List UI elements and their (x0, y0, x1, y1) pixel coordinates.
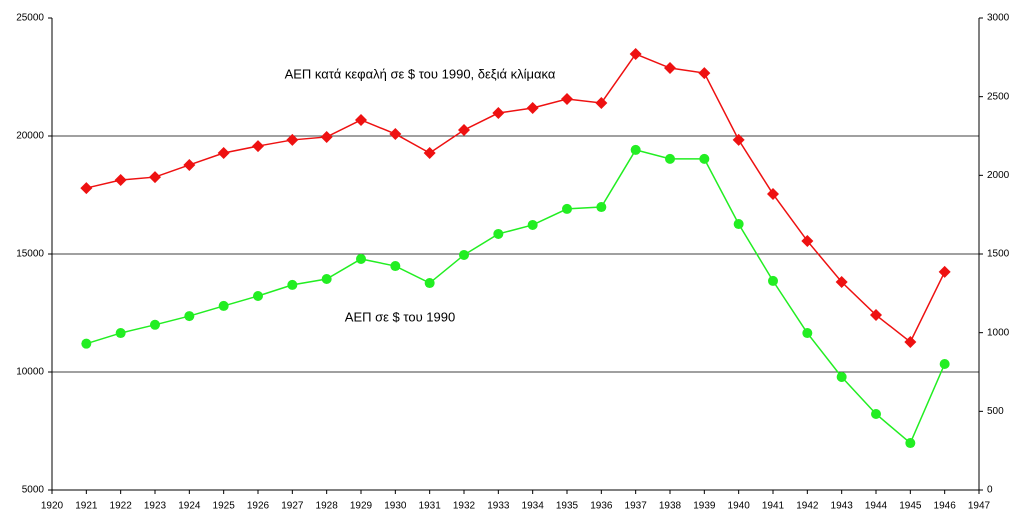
marker (939, 358, 950, 369)
marker (835, 276, 848, 289)
marker (458, 124, 470, 137)
x-tick-label: 1942 (796, 501, 819, 512)
marker (253, 291, 263, 302)
series-line (86, 149, 946, 445)
y2-tick-label: 1500 (987, 249, 1010, 260)
marker (938, 265, 951, 278)
x-tick-label: 1944 (865, 501, 888, 512)
x-tick-label: 1935 (556, 501, 579, 512)
marker (562, 203, 572, 214)
x-tick-label: 1921 (75, 501, 98, 512)
y2-tick-label: 3000 (987, 13, 1010, 24)
x-tick-label: 1932 (453, 501, 476, 512)
marker (493, 228, 504, 239)
x-tick-label: 1931 (419, 501, 442, 512)
y-tick-label: 15000 (16, 249, 44, 260)
x-tick-label: 1930 (384, 501, 407, 512)
marker (665, 153, 675, 164)
y2-tick-label: 1000 (987, 327, 1010, 338)
x-tick-label: 1936 (590, 501, 613, 512)
marker (836, 371, 847, 382)
x-tick-label: 1943 (831, 501, 854, 512)
marker (321, 274, 332, 285)
marker (80, 182, 93, 195)
marker (390, 261, 401, 272)
marker (149, 171, 161, 184)
series-label: ΑΕΠ κατά κεφαλή σε $ του 1990, δεξιά κλί… (285, 66, 556, 81)
x-tick-label: 1920 (41, 501, 64, 512)
x-tick-label: 1929 (350, 501, 373, 512)
y-tick-label: 10000 (16, 367, 44, 378)
marker (355, 113, 367, 126)
marker (630, 144, 641, 155)
x-tick-label: 1946 (934, 501, 957, 512)
marker (698, 67, 711, 80)
x-tick-label: 1937 (625, 501, 648, 512)
marker (732, 133, 745, 146)
x-tick-label: 1939 (693, 501, 716, 512)
y-tick-label: 5000 (22, 485, 45, 496)
marker (733, 219, 744, 230)
marker (218, 300, 229, 311)
x-tick-label: 1927 (281, 501, 304, 512)
marker (664, 62, 676, 75)
y-tick-label: 20000 (16, 131, 44, 142)
marker (356, 253, 366, 264)
marker (115, 328, 126, 339)
x-tick-label: 1938 (659, 501, 682, 512)
y2-tick-label: 2500 (987, 91, 1010, 102)
x-tick-label: 1922 (110, 501, 133, 512)
marker (905, 438, 916, 449)
marker (871, 409, 881, 420)
series-label: ΑΕΠ σε $ του 1990 (345, 309, 455, 324)
series-line (86, 53, 946, 344)
marker (150, 319, 160, 330)
marker (801, 234, 814, 247)
x-tick-label: 1940 (728, 501, 751, 512)
y-tick-label: 25000 (16, 13, 44, 24)
marker (114, 174, 127, 187)
marker (424, 278, 435, 289)
marker (183, 158, 196, 171)
marker (904, 335, 917, 348)
y2-tick-label: 0 (987, 485, 993, 496)
marker (81, 338, 92, 349)
marker (870, 309, 882, 322)
marker (802, 328, 813, 339)
marker (527, 219, 538, 230)
marker (389, 127, 402, 140)
x-tick-label: 1947 (968, 501, 991, 512)
x-tick-label: 1923 (144, 501, 167, 512)
x-tick-label: 1926 (247, 501, 270, 512)
marker (595, 96, 608, 109)
x-tick-label: 1928 (316, 501, 339, 512)
marker (492, 107, 505, 120)
x-tick-label: 1945 (899, 501, 922, 512)
y2-tick-label: 500 (987, 406, 1004, 417)
x-tick-label: 1933 (487, 501, 510, 512)
marker (287, 279, 298, 290)
x-tick-label: 1941 (762, 501, 785, 512)
marker (459, 249, 469, 260)
marker (526, 101, 539, 114)
x-tick-label: 1934 (522, 501, 545, 512)
marker (768, 275, 778, 286)
marker (252, 140, 264, 153)
marker (423, 146, 436, 159)
marker (767, 188, 779, 201)
x-tick-label: 1924 (178, 501, 201, 512)
marker (286, 133, 299, 146)
marker (184, 311, 195, 322)
marker (699, 153, 710, 164)
marker (629, 48, 642, 61)
marker (217, 146, 230, 159)
marker (596, 202, 607, 213)
x-tick-label: 1925 (213, 501, 236, 512)
marker (320, 130, 333, 143)
marker (561, 93, 573, 106)
y2-tick-label: 2000 (987, 170, 1010, 181)
